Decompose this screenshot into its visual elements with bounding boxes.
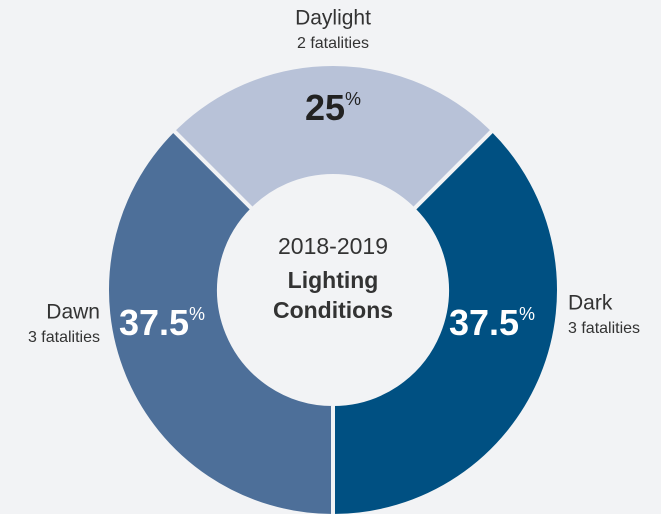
slice-detail: 3 fatalities	[568, 320, 640, 337]
donut-slice	[331, 127, 561, 514]
percent-sign: %	[519, 304, 535, 324]
slice-detail: 2 fatalities	[297, 35, 369, 52]
slice-label: Dark	[568, 292, 613, 315]
percent-value: 37.5	[449, 302, 519, 343]
slice-label: Daylight	[295, 7, 371, 30]
slice-label: Dawn	[46, 301, 100, 324]
percent-label: 25%	[305, 87, 361, 128]
percent-label: 37.5%	[119, 302, 205, 343]
percent-value: 25	[305, 87, 345, 128]
slice-detail: 3 fatalities	[28, 329, 100, 346]
center-subtitle: Lighting	[288, 267, 379, 293]
percent-label: 37.5%	[449, 302, 535, 343]
percent-sign: %	[345, 89, 361, 109]
percent-value: 37.5	[119, 302, 189, 343]
donut-slice	[105, 127, 335, 514]
center-subtitle: Conditions	[273, 297, 393, 323]
center-title: 2018-2019	[278, 233, 388, 259]
donut-slice	[170, 62, 496, 213]
percent-sign: %	[189, 304, 205, 324]
